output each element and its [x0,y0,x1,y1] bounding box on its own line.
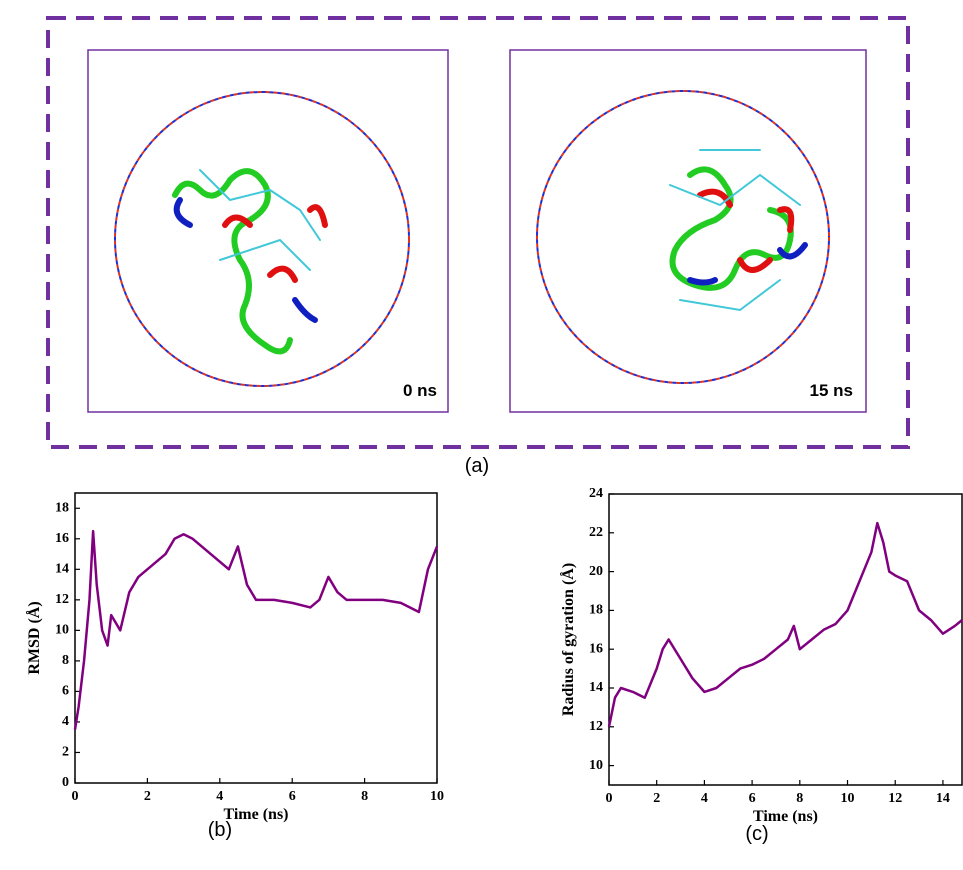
x-tick-label: 10 [841,791,855,806]
snapshot-time: 0 ns [403,381,437,400]
y-tick-label: 18 [55,500,69,515]
x-tick-label: 2 [653,791,660,806]
x-tick-label: 4 [216,789,223,804]
x-tick-label: 6 [749,791,756,806]
y-tick-label: 6 [62,684,69,699]
plot-frame [75,493,437,783]
y-tick-label: 22 [589,525,603,540]
y-tick-label: 24 [589,486,603,501]
x-tick-label: 8 [796,791,803,806]
y-axis-label: RMSD (Å) [25,601,43,674]
panel-label: (c) [745,823,768,845]
x-tick-label: 0 [606,791,613,806]
snapshot-time: 15 ns [810,381,853,400]
x-tick-label: 2 [144,789,151,804]
plot-frame [609,494,962,785]
x-tick-label: 4 [701,791,708,806]
x-tick-label: 8 [361,789,368,804]
y-tick-label: 16 [589,641,603,656]
y-tick-label: 12 [589,719,603,734]
y-tick-label: 14 [589,680,603,695]
x-tick-label: 14 [936,791,950,806]
y-tick-label: 14 [55,562,69,577]
molecule [175,150,805,351]
y-tick-label: 16 [55,531,69,546]
y-tick-label: 4 [62,714,69,729]
y-tick-label: 10 [589,758,603,773]
x-tick-label: 10 [430,789,444,804]
y-tick-label: 10 [55,623,69,638]
x-tick-label: 12 [888,791,902,806]
y-tick-label: 18 [589,603,603,618]
x-axis-label: Time (ns) [223,806,288,823]
snapshot-box [88,50,448,412]
x-tick-label: 0 [72,789,79,804]
figure: 0 ns 15 ns (a) 0246810121416180246810Tim… [0,0,963,870]
y-tick-label: 12 [55,592,69,607]
y-tick-label: 20 [589,564,603,579]
data-line [609,523,962,727]
panel-frame [48,18,908,447]
y-axis-label: Radius of gyration (Å) [559,563,577,716]
y-tick-label: 0 [62,775,69,790]
y-tick-label: 2 [62,745,69,760]
panel-label: (a) [465,455,489,477]
y-tick-label: 8 [62,653,69,668]
x-tick-label: 6 [289,789,296,804]
data-line [75,531,437,729]
panel-label: (b) [208,819,232,841]
